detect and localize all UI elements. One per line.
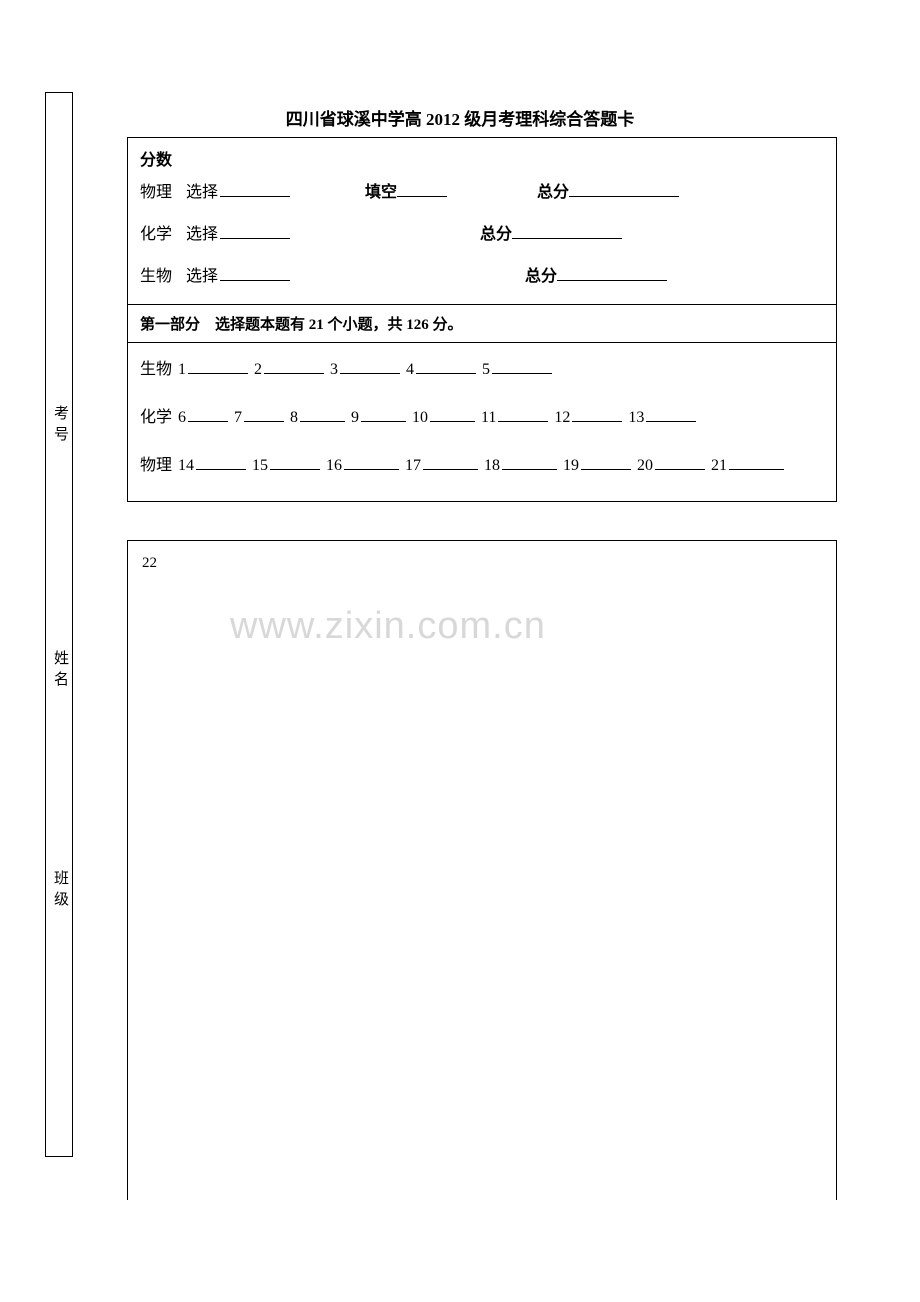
q7-blank[interactable] <box>244 406 284 422</box>
biology-mc-label: 生物 <box>140 361 172 378</box>
q-num: 4 <box>406 361 414 378</box>
q4-blank[interactable] <box>416 358 476 374</box>
q-num: 6 <box>178 409 186 426</box>
q-num: 17 <box>405 457 421 474</box>
q-num: 5 <box>482 361 490 378</box>
q22-number: 22 <box>142 555 157 571</box>
side-name-label: 姓名 <box>50 650 71 692</box>
biology-label: 生物 <box>140 262 172 286</box>
q3-blank[interactable] <box>340 358 400 374</box>
q-num: 9 <box>351 409 359 426</box>
physics-select-blank[interactable] <box>220 181 290 197</box>
chemistry-mc-label: 化学 <box>140 409 172 426</box>
answer-box-22: 22 <box>127 540 837 1200</box>
q12-blank[interactable] <box>572 406 622 422</box>
q-num: 19 <box>563 457 579 474</box>
score-heading: 分数 <box>140 146 824 170</box>
biology-mc-row: 生物 1 2 3 4 5 <box>140 355 824 379</box>
q14-blank[interactable] <box>196 454 246 470</box>
chemistry-mc-row: 化学 6 7 8 9 10 11 12 13 <box>140 403 824 427</box>
select-label: 选择 <box>186 178 218 202</box>
biology-total-label: 总分 <box>525 262 557 286</box>
physics-fill-blank[interactable] <box>397 181 447 197</box>
q-num: 13 <box>628 409 644 426</box>
q5-blank[interactable] <box>492 358 552 374</box>
chemistry-total-blank[interactable] <box>512 223 622 239</box>
score-and-mc-box: 分数 物理 选择 填空 总分 化学 选择 总分 生物 选择 总分 第一部分 选择… <box>127 137 837 502</box>
biology-score-row: 生物 选择 总分 <box>140 262 824 286</box>
select-label: 选择 <box>186 262 218 286</box>
q-num: 10 <box>412 409 428 426</box>
physics-total-label: 总分 <box>537 178 569 202</box>
q10-blank[interactable] <box>430 406 475 422</box>
fill-label: 填空 <box>365 178 397 202</box>
side-class-label: 班级 <box>50 870 71 912</box>
physics-score-row: 物理 选择 填空 总分 <box>140 178 824 202</box>
physics-label: 物理 <box>140 178 172 202</box>
score-section: 分数 物理 选择 填空 总分 化学 选择 总分 生物 选择 总分 <box>128 138 836 305</box>
physics-mc-label: 物理 <box>140 457 172 474</box>
q6-blank[interactable] <box>188 406 228 422</box>
q-num: 20 <box>637 457 653 474</box>
q9-blank[interactable] <box>361 406 406 422</box>
section1-header: 第一部分 选择题本题有 21 个小题，共 126 分。 <box>128 305 836 343</box>
q18-blank[interactable] <box>502 454 557 470</box>
chemistry-select-blank[interactable] <box>220 223 290 239</box>
q19-blank[interactable] <box>581 454 631 470</box>
q17-blank[interactable] <box>423 454 478 470</box>
mc-section: 生物 1 2 3 4 5 化学 6 7 8 9 10 11 12 13 物理 1… <box>128 343 836 491</box>
side-exam-number-label: 考号 <box>50 405 71 447</box>
q-num: 12 <box>554 409 570 426</box>
biology-total-blank[interactable] <box>557 265 667 281</box>
physics-total-blank[interactable] <box>569 181 679 197</box>
q-num: 7 <box>234 409 242 426</box>
q-num: 1 <box>178 361 186 378</box>
q-num: 8 <box>290 409 298 426</box>
q-num: 15 <box>252 457 268 474</box>
select-label: 选择 <box>186 220 218 244</box>
side-info-box <box>45 92 73 1157</box>
biology-select-blank[interactable] <box>220 265 290 281</box>
q-num: 21 <box>711 457 727 474</box>
chemistry-total-label: 总分 <box>480 220 512 244</box>
page-title: 四川省球溪中学高 2012 级月考理科综合答题卡 <box>0 105 920 130</box>
q-num: 11 <box>481 409 496 426</box>
q21-blank[interactable] <box>729 454 784 470</box>
q-num: 14 <box>178 457 194 474</box>
q8-blank[interactable] <box>300 406 345 422</box>
q-num: 18 <box>484 457 500 474</box>
q2-blank[interactable] <box>264 358 324 374</box>
q-num: 16 <box>326 457 342 474</box>
q11-blank[interactable] <box>498 406 548 422</box>
chemistry-score-row: 化学 选择 总分 <box>140 220 824 244</box>
q15-blank[interactable] <box>270 454 320 470</box>
chemistry-label: 化学 <box>140 220 172 244</box>
q-num: 3 <box>330 361 338 378</box>
q16-blank[interactable] <box>344 454 399 470</box>
q20-blank[interactable] <box>655 454 705 470</box>
physics-mc-row: 物理 14 15 16 17 18 19 20 21 <box>140 451 824 475</box>
q-num: 2 <box>254 361 262 378</box>
q1-blank[interactable] <box>188 358 248 374</box>
q13-blank[interactable] <box>646 406 696 422</box>
